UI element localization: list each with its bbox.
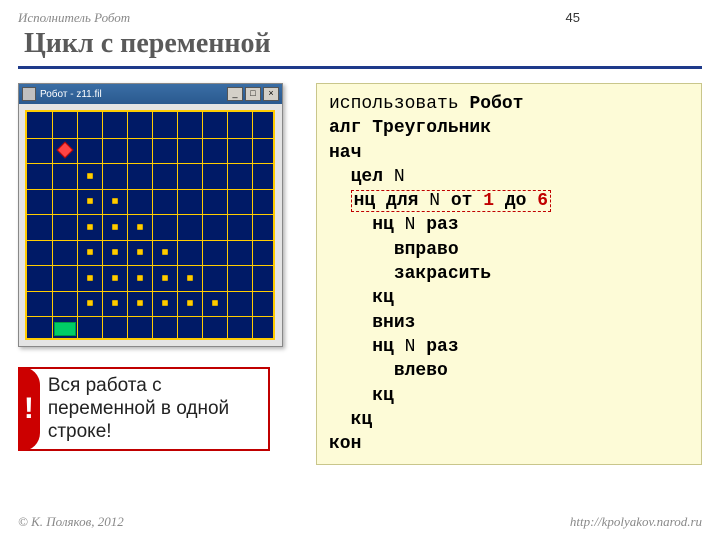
painted-cell [87,173,93,179]
painted-cell [87,249,93,255]
robot-window: Робот - z11.fil _ □ × [18,83,283,347]
painted-cell [187,300,193,306]
painted-cell [112,224,118,230]
page-number: 45 [566,10,580,25]
painted-cell [137,275,143,281]
painted-cell [112,275,118,281]
painted-cell [112,198,118,204]
robot-grid [25,110,275,340]
exclaim-icon: ! [18,367,40,451]
painted-cell [162,275,168,281]
painted-cell [87,300,93,306]
painted-cell [112,249,118,255]
painted-cell [137,300,143,306]
painted-cell [137,249,143,255]
callout-text: Вся работа с переменной в одной строке! [40,369,268,449]
page-title: Цикл с переменной [24,28,702,60]
minimize-button[interactable]: _ [227,87,243,101]
window-title: Робот - z11.fil [40,89,225,100]
robot-actor [56,142,73,159]
painted-cell [112,300,118,306]
painted-cell [162,300,168,306]
painted-cell [137,224,143,230]
rule [18,66,702,69]
callout-box: ! Вся работа с переменной в одной строке… [18,367,270,451]
close-button[interactable]: × [263,87,279,101]
painted-cell [87,224,93,230]
painted-cell [87,198,93,204]
painted-cell [87,275,93,281]
window-titlebar: Робот - z11.fil _ □ × [19,84,282,104]
footer-url: http://kpolyakov.narod.ru [570,514,702,530]
robot-base [54,322,76,336]
subtitle: Исполнитель Робот [18,10,702,26]
painted-cell [162,249,168,255]
painted-cell [212,300,218,306]
code-box: использовать Робот алг Треугольник нач ц… [316,83,702,465]
painted-cell [187,275,193,281]
app-icon [22,87,36,101]
copyright: © К. Поляков, 2012 [18,514,124,530]
maximize-button[interactable]: □ [245,87,261,101]
